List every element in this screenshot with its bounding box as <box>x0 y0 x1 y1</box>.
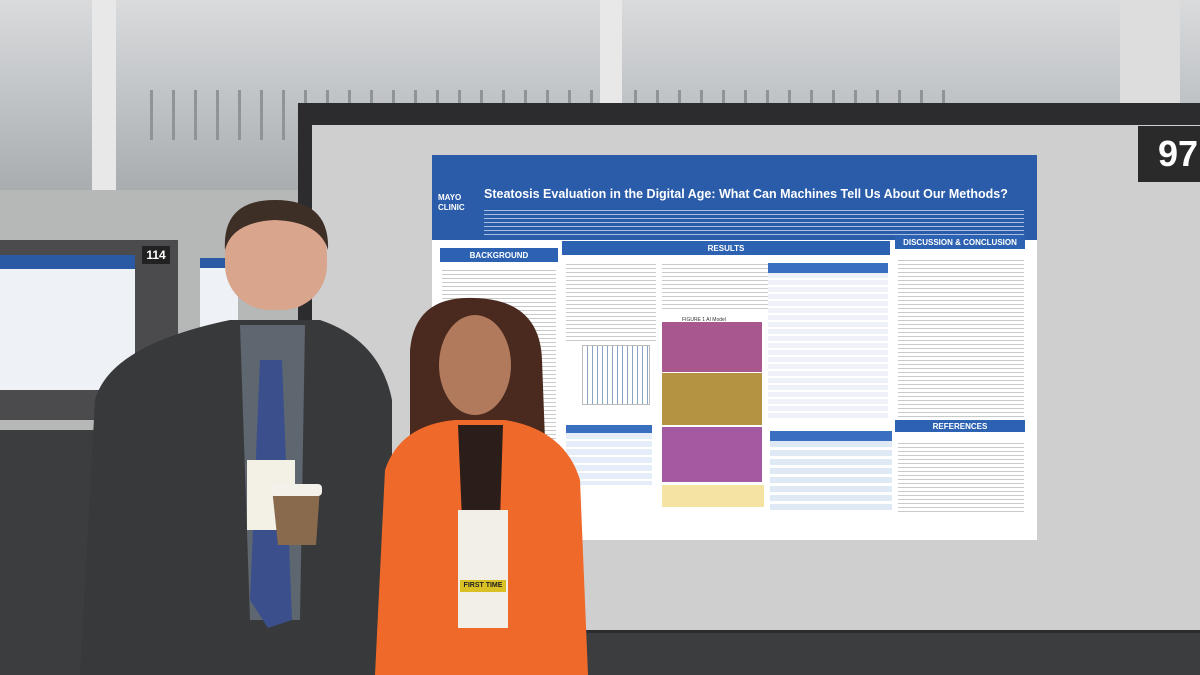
section-text <box>898 257 1024 417</box>
board-number: 97 <box>1138 126 1200 182</box>
left-board-number: 114 <box>142 246 170 264</box>
poster-authors <box>484 207 1024 235</box>
badge <box>458 510 508 628</box>
badge-ribbon: FIRST TIME <box>460 580 506 592</box>
coffee-cup <box>272 488 320 545</box>
hair <box>224 200 329 250</box>
cup-lid <box>270 484 322 496</box>
pillar <box>1120 0 1180 105</box>
poster-logo: MAYO CLINIC <box>438 193 465 212</box>
histology-image <box>662 427 762 482</box>
face <box>225 210 327 310</box>
figure-caption: FIGURE 1 AI Model <box>682 317 726 323</box>
suit <box>80 320 392 675</box>
poster-title: Steatosis Evaluation in the Digital Age:… <box>484 187 1008 201</box>
figure-note <box>662 485 764 507</box>
man <box>80 200 392 675</box>
data-table <box>770 431 892 511</box>
section-heading: REFERENCES <box>895 420 1025 432</box>
results-table <box>566 425 652 485</box>
section-text <box>662 261 782 311</box>
face <box>439 315 511 415</box>
histology-image <box>662 373 762 425</box>
data-table <box>768 263 888 418</box>
section-text <box>566 261 656 341</box>
section-heading: BACKGROUND <box>440 248 558 262</box>
chart-figure <box>582 345 650 405</box>
section-heading: DISCUSSION & CONCLUSION <box>895 235 1025 249</box>
woman <box>375 297 588 675</box>
section-text <box>898 440 1024 515</box>
histology-image <box>662 322 762 372</box>
section-heading: RESULTS <box>562 241 890 255</box>
left-poster <box>0 255 135 390</box>
top <box>458 425 503 520</box>
